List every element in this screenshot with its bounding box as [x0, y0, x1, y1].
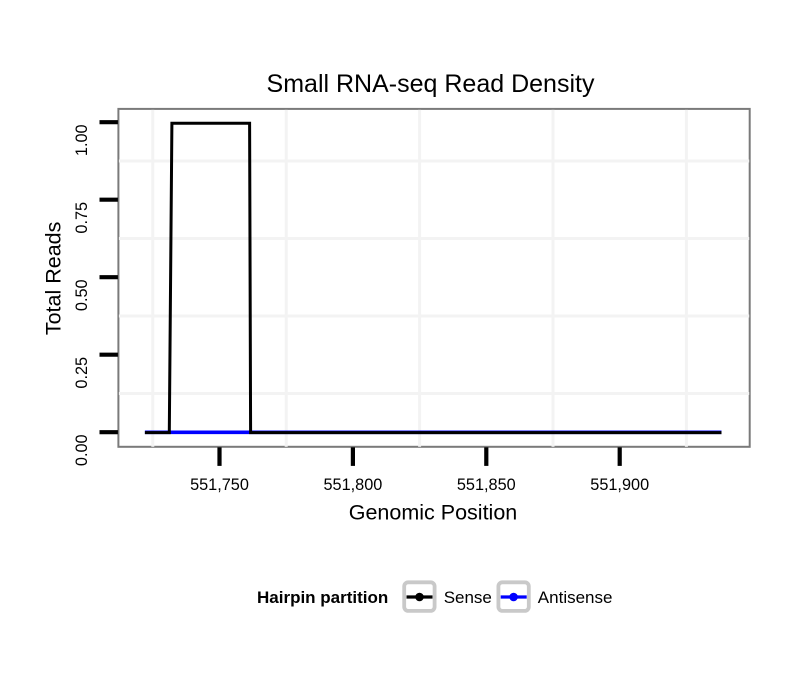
svg-text:0.00: 0.00: [73, 434, 91, 466]
svg-text:0.75: 0.75: [73, 202, 91, 234]
svg-text:551,900: 551,900: [590, 476, 649, 494]
svg-text:Antisense: Antisense: [538, 588, 613, 607]
svg-text:551,850: 551,850: [457, 476, 516, 494]
svg-text:Genomic Position: Genomic Position: [349, 501, 518, 525]
svg-text:551,750: 551,750: [190, 476, 249, 494]
svg-text:0.25: 0.25: [73, 357, 91, 389]
svg-text:551,800: 551,800: [323, 476, 382, 494]
svg-text:0.50: 0.50: [73, 279, 91, 311]
svg-text:1.00: 1.00: [73, 124, 91, 156]
svg-text:Sense: Sense: [444, 588, 492, 607]
svg-text:Small RNA-seq Read Density: Small RNA-seq Read Density: [267, 70, 595, 98]
svg-text:Hairpin partition: Hairpin partition: [257, 588, 388, 607]
svg-text:Total Reads: Total Reads: [42, 222, 66, 336]
